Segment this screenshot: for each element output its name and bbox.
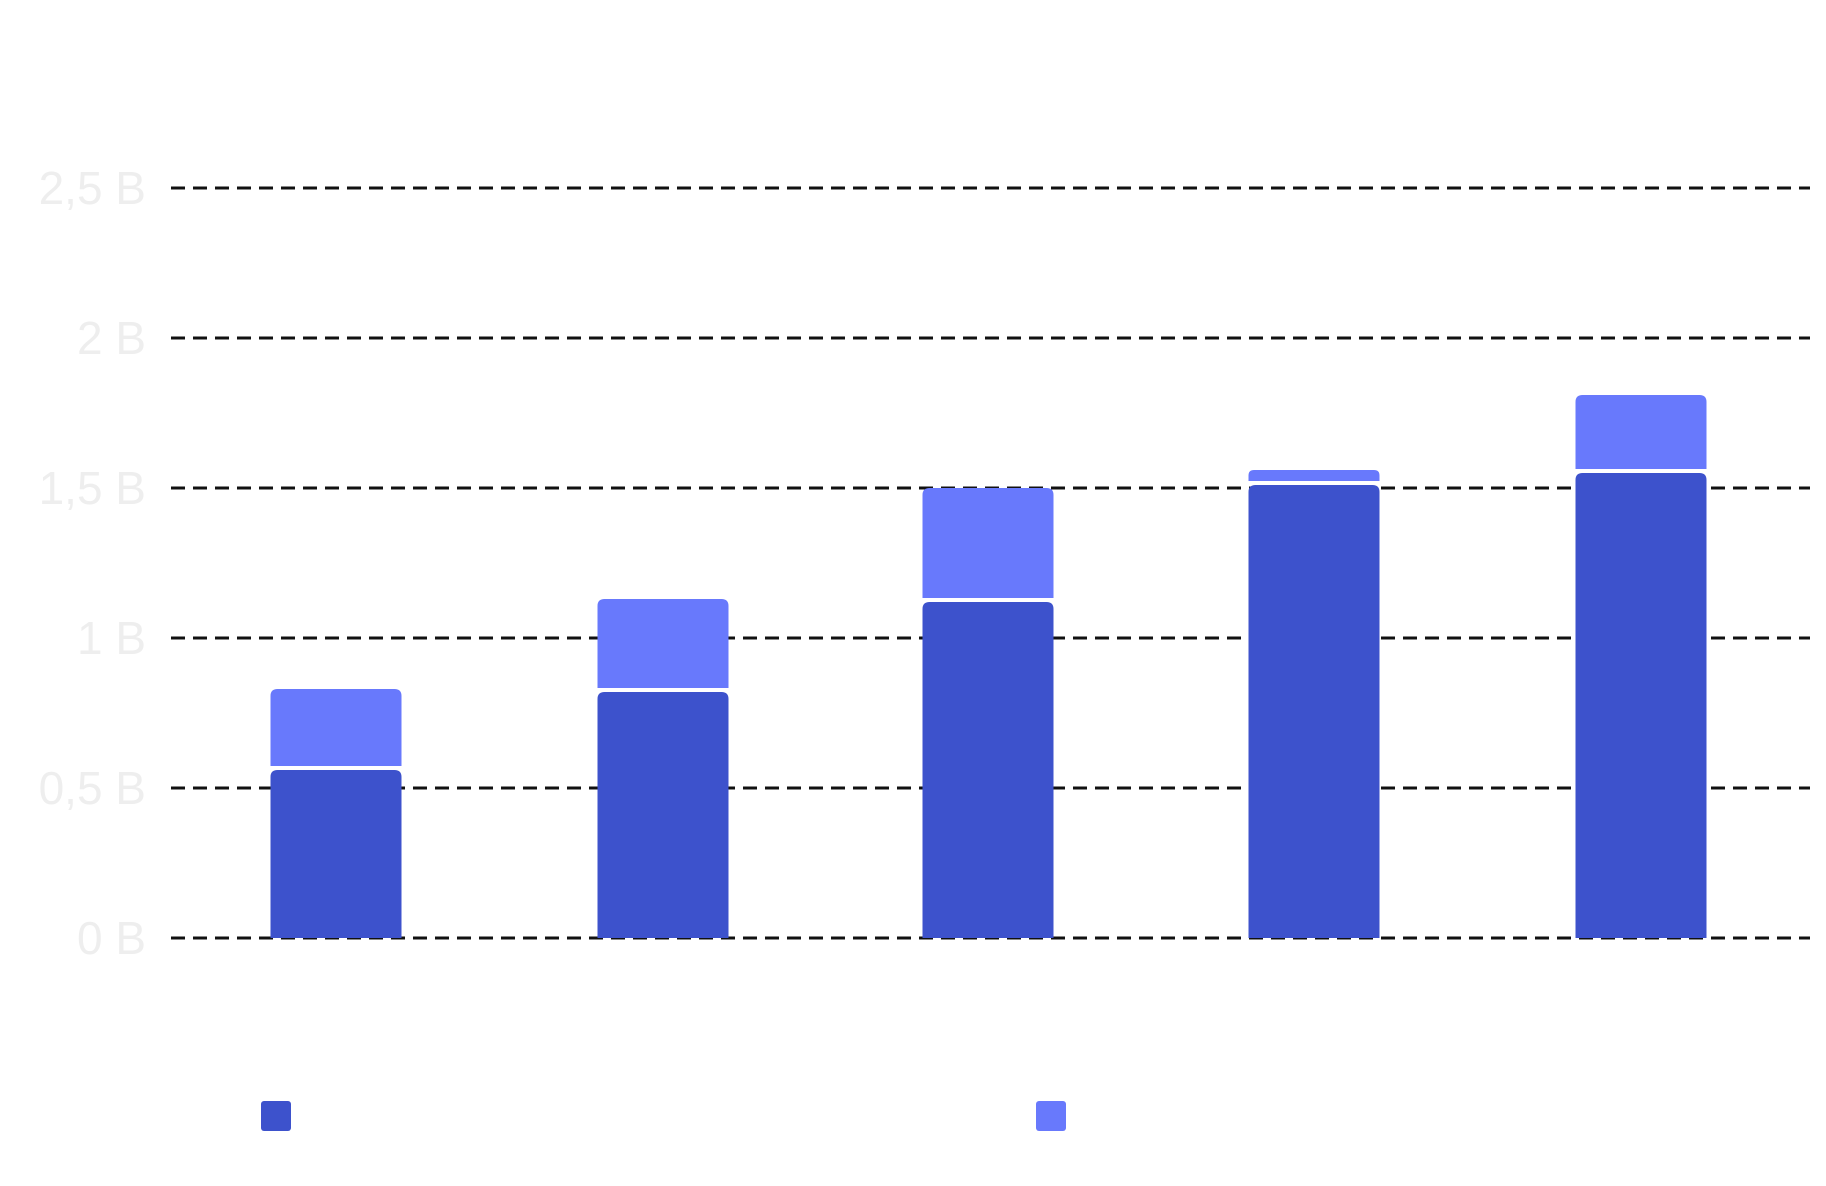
bar-segment-series-2 — [1248, 470, 1380, 481]
y-tick-label: 0 B — [77, 912, 146, 964]
bars — [270, 395, 1707, 938]
bar-segment-series-1 — [1248, 485, 1380, 938]
bar-segment-series-2 — [270, 689, 402, 766]
legend-swatch-2 — [1036, 1101, 1066, 1131]
legend — [261, 1101, 1066, 1131]
y-tick-label: 2 B — [77, 312, 146, 364]
y-tick-label: 2,5 B — [39, 162, 146, 214]
bar-segment-series-2 — [597, 599, 729, 688]
legend-swatch-1 — [261, 1101, 291, 1131]
bar-segment-series-2 — [1575, 395, 1707, 469]
bar-segment-series-1 — [597, 692, 729, 938]
bar-segment-series-1 — [922, 602, 1054, 938]
bar-segment-series-2 — [922, 488, 1054, 598]
y-axis: 0 B 0,5 B 1 B 1,5 B 2 B 2,5 B — [39, 162, 146, 964]
bar-segment-series-1 — [270, 770, 402, 938]
y-tick-label: 1,5 B — [39, 462, 146, 514]
bar-segment-series-1 — [1575, 473, 1707, 938]
y-tick-label: 0,5 B — [39, 762, 146, 814]
y-tick-label: 1 B — [77, 612, 146, 664]
